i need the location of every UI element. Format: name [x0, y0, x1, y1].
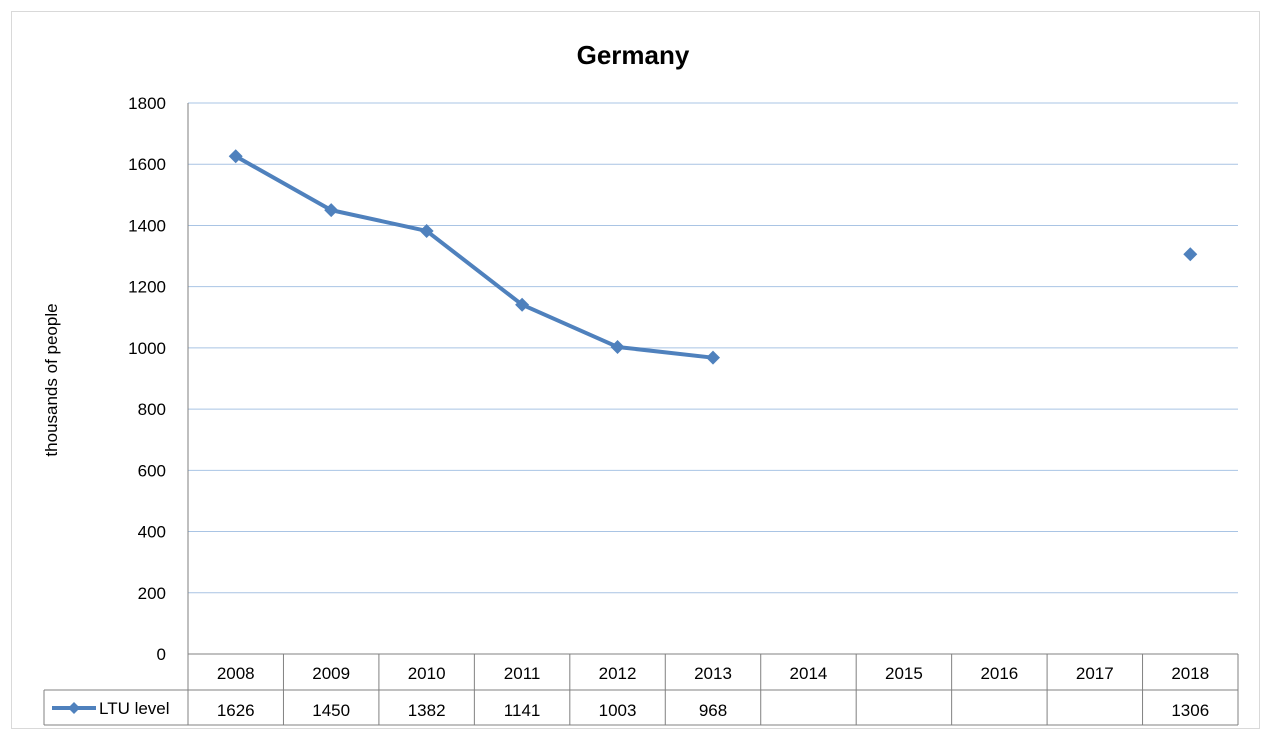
- y-tick-labels: 0 200 400 600 800 1000 1200 1400 1600 1800: [128, 94, 166, 664]
- series-line-segment: [424, 228, 525, 307]
- table-value-cell: 1382: [408, 701, 446, 720]
- chart-frame: [11, 11, 1260, 729]
- x-category-label: 2010: [408, 664, 446, 683]
- x-category-label: 2012: [599, 664, 637, 683]
- x-category-label: 2011: [504, 664, 541, 683]
- y-tick-label: 1000: [128, 339, 166, 358]
- data-point-marker: [324, 203, 339, 218]
- y-tick-label: 400: [138, 523, 166, 542]
- y-tick-label: 800: [138, 400, 166, 419]
- table-value-cell: 1141: [504, 701, 541, 720]
- x-category-label: 2008: [217, 664, 255, 683]
- x-category-label: 2009: [312, 664, 350, 683]
- data-point-marker: [419, 223, 434, 238]
- table-value-cell: 1626: [217, 701, 255, 720]
- table-value-cell: 1306: [1171, 701, 1209, 720]
- legend-marker: [68, 702, 80, 714]
- data-point-marker: [515, 297, 530, 312]
- legend-label: LTU level: [99, 699, 170, 718]
- table-value-cell: 1003: [599, 701, 637, 720]
- series-line-segment: [329, 208, 429, 233]
- y-tick-label: 1600: [128, 155, 166, 174]
- x-category-label: 2013: [694, 664, 732, 683]
- x-category-label: 2018: [1171, 664, 1209, 683]
- data-point-marker: [610, 339, 625, 354]
- chart-title: Germany: [577, 40, 690, 70]
- x-category-label: 2014: [790, 664, 828, 683]
- gridlines: [187, 102, 1238, 690]
- x-category-label: 2016: [980, 664, 1018, 683]
- y-tick-label: 1200: [128, 278, 166, 297]
- series-line-segment: [233, 154, 334, 213]
- y-tick-label: 600: [138, 461, 166, 480]
- series-line-segment: [615, 344, 715, 360]
- y-tick-label: 1800: [128, 94, 166, 113]
- y-axis-label: thousands of people: [42, 303, 61, 456]
- y-tick-label: 1400: [128, 216, 166, 235]
- table-value-cell: 968: [699, 701, 727, 720]
- x-category-label: 2017: [1076, 664, 1114, 683]
- data-point-marker: [1183, 247, 1198, 262]
- x-category-label: 2015: [885, 664, 923, 683]
- data-point-marker: [228, 149, 243, 164]
- plot-area: [228, 149, 1198, 365]
- table-value-cell: 1450: [312, 701, 350, 720]
- data-table: 2008 1626 2009 1450 2010 1382 2011 1141 2012 1003…: [43, 653, 1239, 726]
- series-line-segment: [520, 302, 620, 349]
- data-point-marker: [706, 350, 720, 365]
- y-tick-label: 0: [157, 645, 166, 664]
- y-tick-label: 200: [138, 584, 166, 603]
